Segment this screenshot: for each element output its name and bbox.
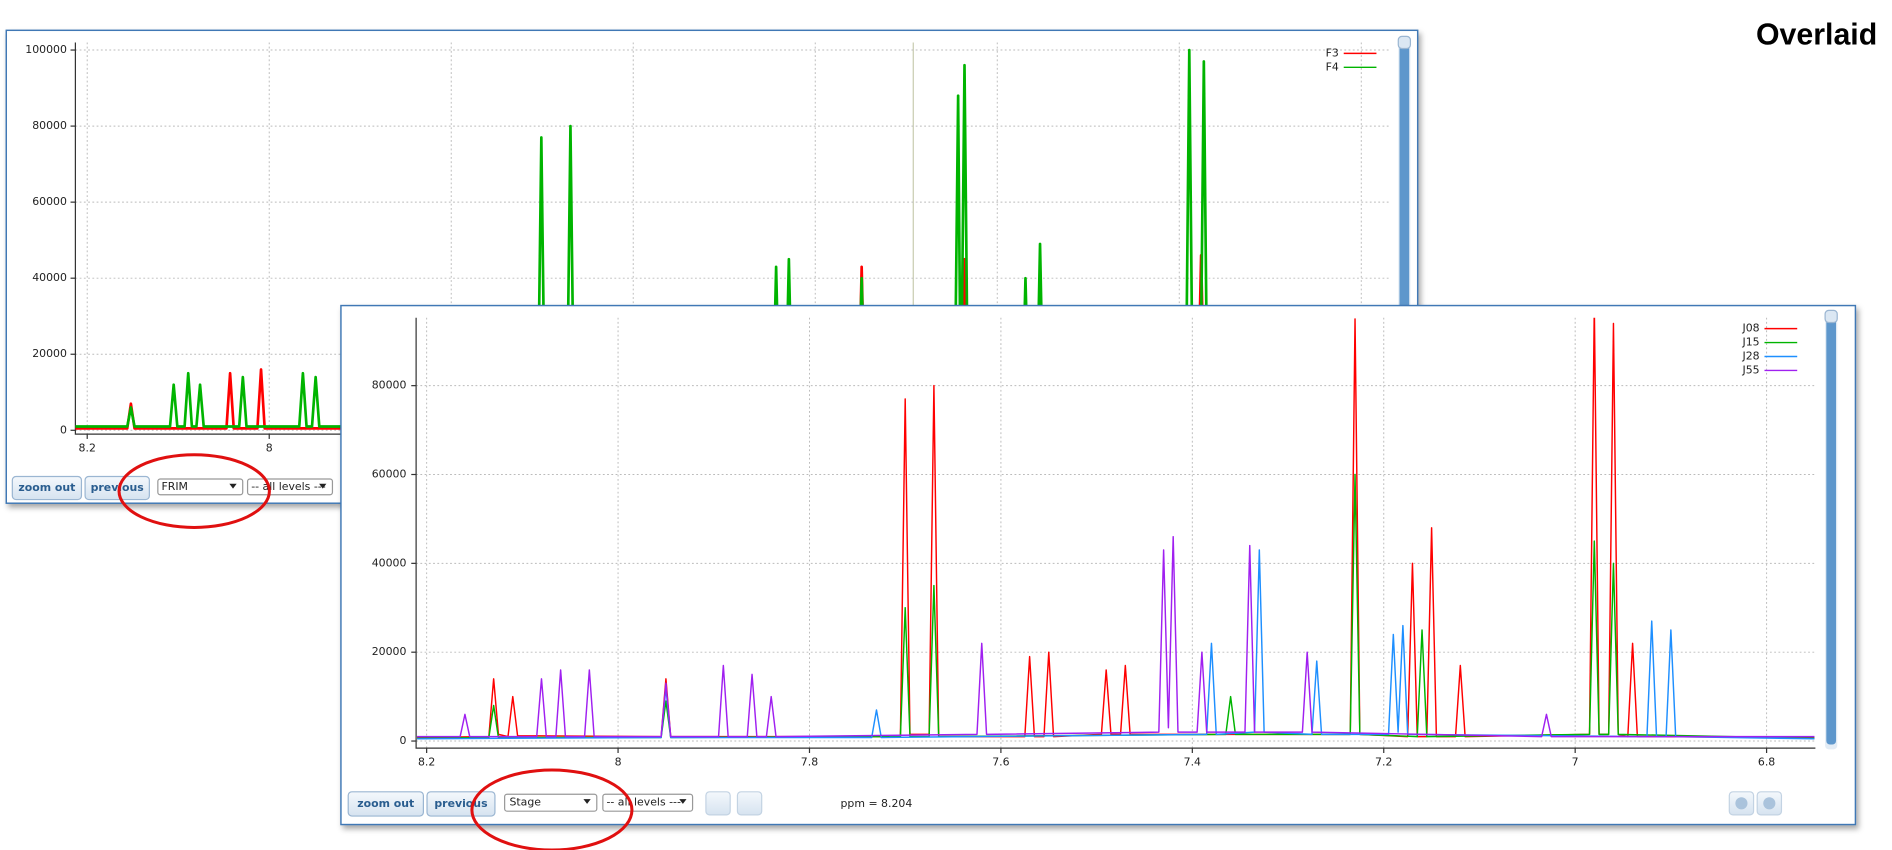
nav-forward-button[interactable] [1756, 791, 1783, 816]
annotations [117, 453, 634, 850]
levels-select[interactable]: -- all levels --- [602, 793, 694, 812]
panel-frame [340, 304, 1857, 826]
x-tick-label: 7.4 [1184, 756, 1201, 769]
y-tick-label: 40000 [372, 556, 407, 569]
legend-label: J55 [1742, 363, 1760, 376]
button-label: previous [434, 797, 487, 810]
previous-button[interactable]: previous [84, 475, 150, 501]
y-tick-label: 0 [399, 734, 406, 747]
nav-back-button[interactable] [1728, 791, 1755, 816]
chart: 0 20000 40000 60000 80000 8.2 8 7.8 7.6 7.4 7.2 7 6.… [372, 309, 1838, 769]
x-tick-label: 8 [615, 756, 622, 769]
x-tick-label: 7.2 [1375, 756, 1392, 769]
zoom-out-button[interactable]: zoom out [347, 791, 424, 817]
x-tick-label: 8.2 [79, 442, 96, 455]
y-tick-label: 60000 [372, 468, 407, 481]
x-tick-label: 7.8 [801, 756, 818, 769]
select-value: FRIM [161, 480, 187, 493]
y-tick-label: 60000 [32, 195, 67, 208]
y-tick-label: 40000 [32, 271, 67, 284]
y-tick-label: 80000 [372, 379, 407, 392]
zoom-out-button[interactable]: zoom out [11, 475, 83, 501]
x-tick-label: 7.6 [992, 756, 1009, 769]
spectrum-panel: zoom out previous Stage -- all levels --… [340, 304, 1857, 826]
highlight-circle [470, 768, 634, 850]
scroll-handle [1397, 35, 1412, 50]
series-group [417, 317, 1815, 740]
button-label: previous [91, 481, 144, 494]
spectrum-line [417, 549, 1815, 740]
y-tick-label: 80000 [32, 119, 67, 132]
select-value: -- all levels --- [251, 480, 326, 493]
y-tick-label: 20000 [32, 347, 67, 360]
previous-button[interactable]: previous [426, 791, 496, 817]
x-tick-label: 7 [1572, 756, 1579, 769]
button-label: zoom out [18, 481, 75, 494]
levels-select[interactable]: -- all levels --- [246, 478, 334, 496]
tool-button[interactable] [705, 791, 731, 816]
button-label: zoom out [357, 797, 414, 810]
x-tick-label: 8.2 [418, 756, 435, 769]
y-tick-label: 20000 [372, 645, 407, 658]
axis-frame [415, 317, 1816, 749]
legend-label: J08 [1742, 322, 1760, 335]
page-title: Overlaid [1756, 18, 1877, 51]
view-select[interactable]: FRIM [157, 478, 244, 496]
x-tick-label: 8 [266, 442, 273, 455]
legend-label: J15 [1742, 336, 1760, 349]
legend-label: F4 [1326, 60, 1339, 73]
view-select[interactable]: Stage [504, 793, 598, 812]
cursor-readout: ppm = 8.204 [841, 797, 913, 810]
scroll-handle [1824, 309, 1838, 324]
y-tick-label: 100000 [25, 43, 67, 56]
highlight-circle [117, 453, 271, 529]
legend-label: F3 [1326, 46, 1339, 59]
select-value: Stage [509, 796, 541, 809]
select-value: -- all levels --- [606, 796, 681, 809]
spectrum-line [417, 535, 1815, 738]
spectrum-line [417, 473, 1815, 740]
x-tick-label: 6.8 [1758, 756, 1775, 769]
y-tick-label: 0 [60, 423, 67, 436]
tool-button[interactable] [736, 791, 763, 816]
legend-label: J28 [1742, 349, 1760, 362]
scroll-thumb [1826, 315, 1837, 745]
